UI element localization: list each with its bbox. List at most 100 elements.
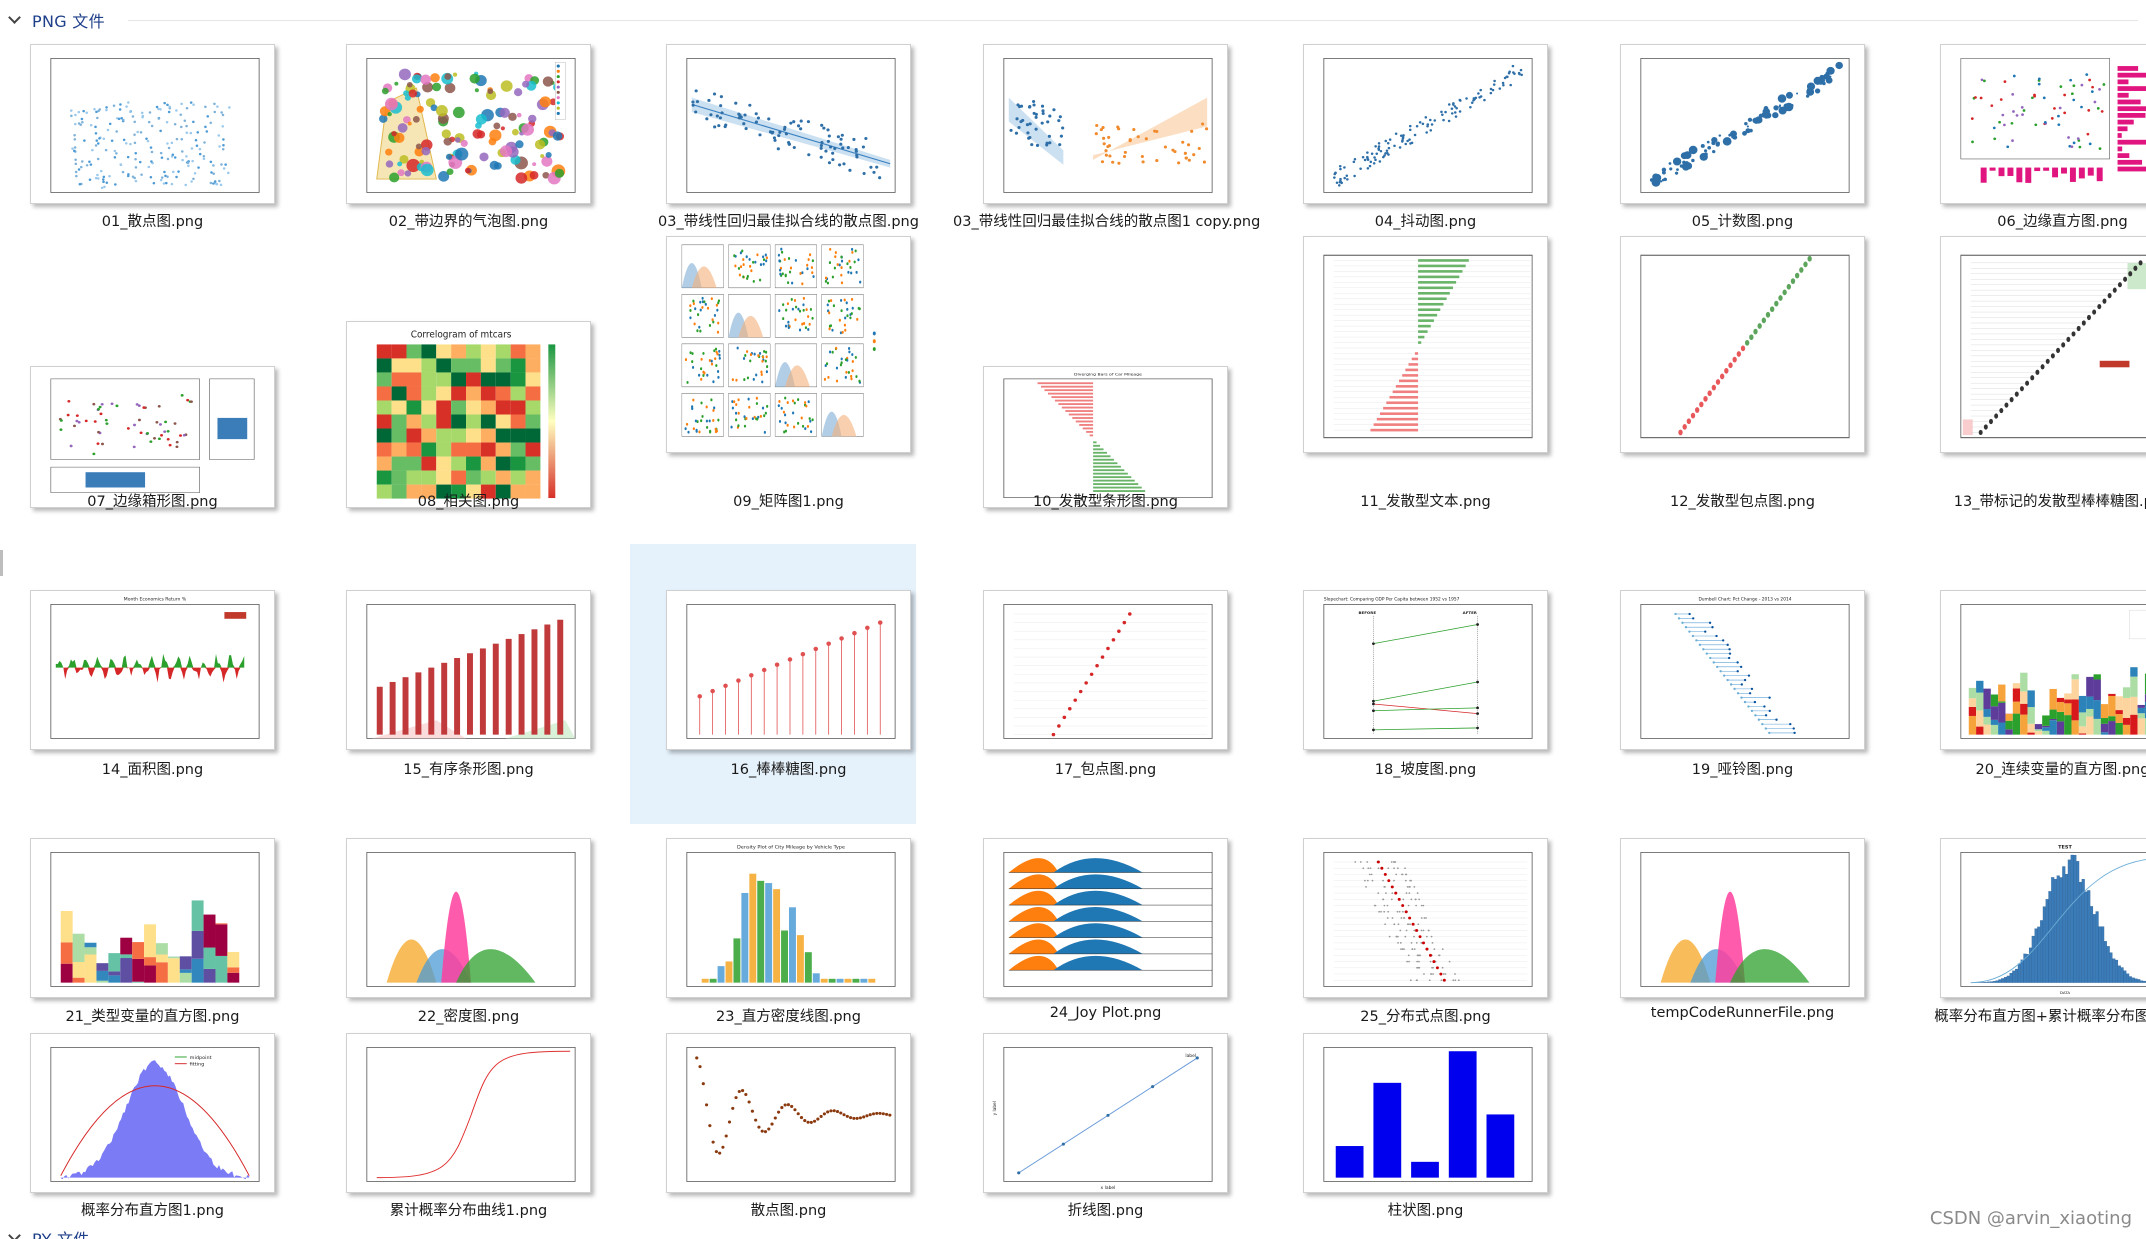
chevron-down-icon[interactable] (8, 1231, 22, 1239)
file-thumbnail-joyplot-icon[interactable] (983, 838, 1228, 998)
file-thumbnail-ordered-bars-icon[interactable] (346, 590, 591, 750)
file-tile[interactable]: 01_散点图.png (0, 36, 290, 298)
file-thumbnail-jitter-icon[interactable] (1303, 44, 1548, 204)
file-thumbnail-count-icon[interactable] (1620, 44, 1865, 204)
file-name-label: 08_相关图.png (417, 494, 520, 510)
file-thumbnail-bar-icon[interactable] (1303, 1033, 1548, 1193)
file-thumbnail-line-icon[interactable]: label x label y label (983, 1033, 1228, 1193)
file-name-label: 22_密度图.png (417, 1009, 520, 1025)
file-name-label: 06_边缘直方图.png (1997, 214, 2128, 230)
file-name-label: 17_包点图.png (1054, 762, 1157, 778)
file-tile[interactable]: Dumbell Chart: Pct Change - 2013 vs 2014… (1590, 520, 1880, 782)
file-name-label: 21_类型变量的直方图.png (65, 1009, 240, 1025)
file-name-label: 04_抖动图.png (1374, 214, 1477, 230)
file-thumbnail-marginal-hist-icon[interactable] (1940, 44, 2146, 204)
file-tile[interactable]: 17_包点图.png (953, 520, 1243, 782)
file-name-label: 05_计数图.png (1691, 214, 1794, 230)
file-thumbnail-pairplot-icon[interactable] (666, 236, 911, 453)
file-tile[interactable]: 02_带边界的气泡图.png (316, 36, 606, 298)
svg-text:x label: x label (1101, 1185, 1116, 1191)
file-thumbnail-hist-density-icon[interactable]: Density Plot of City Mileage by Vehicle … (666, 838, 911, 998)
svg-text:Slopechart: Comparing GDP Per: Slopechart: Comparing GDP Per Capita bet… (1324, 597, 1460, 603)
file-name-label: 25_分布式点图.png (1360, 1009, 1491, 1025)
file-tile[interactable]: 15_有序条形图.png (316, 520, 606, 782)
file-name-label: 03_带线性回归最佳拟合线的散点图.png (658, 214, 919, 230)
file-thumbnail-heatmap-icon[interactable]: Correlogram of mtcars (346, 321, 591, 508)
file-tile[interactable]: 03_带线性回归最佳拟合线的散点图1 copy.png (953, 36, 1260, 298)
file-tile[interactable]: 16_棒棒糖图.png (630, 544, 916, 824)
file-thumbnail-cdf-icon[interactable] (346, 1033, 591, 1193)
file-tile[interactable]: 05_计数图.png (1590, 36, 1880, 298)
file-thumbnail-slope-icon[interactable]: Slopechart: Comparing GDP Per Capita bet… (1303, 590, 1548, 750)
file-thumbnail-scatter-icon[interactable] (30, 44, 275, 204)
file-name-label: 23_直方密度线图.png (716, 1009, 861, 1025)
file-tile[interactable]: 03_带线性回归最佳拟合线的散点图.png (636, 36, 926, 298)
file-name-label: 11_发散型文本.png (1360, 494, 1491, 510)
file-tile[interactable]: 06_边缘直方图.png (1910, 36, 2146, 298)
file-name-label: 概率分布直方图1.png (81, 1203, 224, 1219)
file-name-label: 12_发散型包点图.png (1670, 494, 1815, 510)
group-label-png: PNG 文件 (32, 12, 105, 31)
file-tile[interactable]: 04_抖动图.png (1273, 36, 1563, 298)
file-name-label: 07_边缘箱形图.png (87, 494, 218, 510)
file-thumbnail-lollipop-icon[interactable] (666, 590, 911, 750)
file-name-label: 03_带线性回归最佳拟合线的散点图1 copy.png (953, 214, 1261, 230)
file-thumbnail-dumbbell-icon[interactable]: Dumbell Chart: Pct Change - 2013 vs 2014 (1620, 590, 1865, 750)
svg-text:TEST: TEST (2058, 845, 2072, 851)
file-thumbnail-marginal-box-icon[interactable] (30, 366, 275, 508)
file-tile[interactable]: 20_连续变量的直方图.png (1910, 520, 2146, 782)
group-header-py[interactable]: PY 文件 (8, 1222, 90, 1239)
file-tile[interactable]: 25_分布式点图.png (1273, 793, 1563, 1055)
file-tile[interactable]: midpoint fitting 概率分布直方图1.png (0, 1017, 290, 1239)
file-thumbnail-regression-icon[interactable] (666, 44, 911, 204)
file-thumbnail-dist-dots-icon[interactable] (1303, 838, 1548, 998)
file-tile[interactable]: tempCodeRunnerFile.png (1590, 793, 1880, 1055)
file-name-label: 13_带标记的发散型棒棒糖图.png (1953, 494, 2146, 510)
file-name-label: 10_发散型条形图.png (1033, 494, 1178, 510)
file-thumbnail-prob-hist-icon[interactable]: midpoint fitting (30, 1033, 275, 1193)
chevron-down-icon[interactable] (8, 13, 22, 27)
file-thumbnail-bubble-icon[interactable] (346, 44, 591, 204)
file-thumbnail-lollipop-marked-icon[interactable] (1940, 236, 2146, 453)
file-name-label: 19_哑铃图.png (1691, 762, 1794, 778)
file-tile[interactable]: 柱状图.png (1273, 1017, 1563, 1239)
file-name-label: 09_矩阵图1.png (733, 494, 844, 510)
file-tile[interactable]: Month Economics Return % 14_面积图.png (0, 520, 290, 782)
file-tile[interactable]: 07_边缘箱形图.png (0, 228, 290, 518)
file-thumbnail-density-icon[interactable] (346, 838, 591, 998)
file-thumbnail-regression2-icon[interactable] (983, 44, 1228, 204)
file-thumbnail-density-icon[interactable] (1620, 838, 1865, 998)
file-tile[interactable]: 24_Joy Plot.png (953, 793, 1243, 1055)
file-thumbnail-stacked-hist-icon[interactable] (1940, 590, 2146, 750)
svg-text:DATA: DATA (2060, 990, 2071, 995)
file-tile[interactable]: 散点图.png (636, 1017, 926, 1239)
scroll-handle[interactable] (0, 550, 3, 576)
file-tile[interactable]: Slopechart: Comparing GDP Per Capita bet… (1273, 520, 1563, 782)
file-thumbnail-area-icon[interactable]: Month Economics Return % (30, 590, 275, 750)
group-header-png[interactable]: PNG 文件 (8, 4, 2138, 36)
file-tile[interactable]: Density Plot of City Mileage by Vehicle … (636, 793, 926, 1055)
file-thumbnail-diverging-dots-icon[interactable] (1620, 236, 1865, 453)
file-tile[interactable]: label x label y label 折线图.png (953, 1017, 1243, 1239)
file-tile[interactable]: 11_发散型文本.png (1273, 228, 1563, 518)
svg-text:fitting: fitting (190, 1062, 205, 1068)
file-tile[interactable]: 累计概率分布曲线1.png (316, 1017, 606, 1239)
file-tile[interactable]: Correlogram of mtcars 08_相关图.png (316, 228, 606, 518)
file-thumbnail-damped-icon[interactable] (666, 1033, 911, 1193)
file-thumbnail-cat-hist-icon[interactable] (30, 838, 275, 998)
file-tile[interactable]: 09_矩阵图1.png (636, 228, 926, 518)
svg-text:midpoint: midpoint (190, 1055, 212, 1061)
svg-text:Density Plot of City Mileage b: Density Plot of City Mileage by Vehicle … (737, 845, 845, 851)
file-tile[interactable]: TEST DATA 概率分布直方图+累计概率分布图1.png (1910, 793, 2146, 1055)
file-tile[interactable]: Diverging Bars of Car Mileage 10_发散型条形图.p… (953, 228, 1243, 518)
file-tile[interactable]: 12_发散型包点图.png (1590, 228, 1880, 518)
file-thumbnail-diverging-text-icon[interactable] (1303, 236, 1548, 453)
file-thumbnail-hist-cdf-icon[interactable]: TEST DATA (1940, 838, 2146, 998)
file-tile[interactable]: 21_类型变量的直方图.png (0, 793, 290, 1055)
file-tile[interactable]: 22_密度图.png (316, 793, 606, 1055)
file-thumbnail-diverging-bars-icon[interactable]: Diverging Bars of Car Mileage (983, 366, 1228, 508)
file-name-label: 24_Joy Plot.png (1049, 1005, 1162, 1021)
file-thumbnail-dotplot-icon[interactable] (983, 590, 1228, 750)
file-tile[interactable]: 13_带标记的发散型棒棒糖图.png (1910, 228, 2146, 518)
file-name-label: 14_面积图.png (101, 762, 204, 778)
